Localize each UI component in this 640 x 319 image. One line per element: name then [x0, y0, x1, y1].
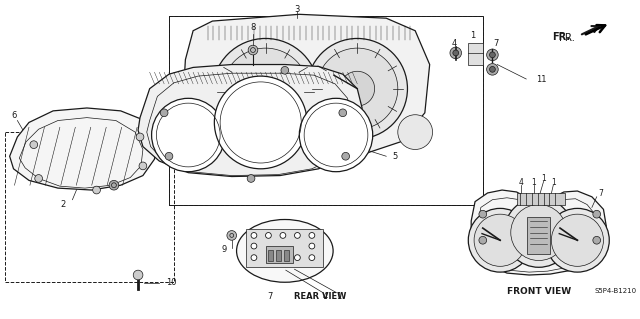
Text: 7: 7 [493, 39, 499, 48]
Circle shape [545, 208, 609, 272]
Circle shape [133, 270, 143, 280]
Text: 7: 7 [267, 292, 272, 301]
Circle shape [468, 208, 532, 272]
Circle shape [593, 236, 600, 244]
Circle shape [227, 231, 237, 240]
Circle shape [309, 243, 315, 249]
Polygon shape [184, 14, 429, 159]
Text: 1: 1 [532, 178, 536, 187]
Bar [468, 43, 483, 64]
Circle shape [294, 233, 300, 238]
Circle shape [479, 236, 486, 244]
Circle shape [251, 243, 257, 249]
Text: 6: 6 [12, 111, 17, 120]
Bar [169, 16, 483, 204]
Circle shape [504, 198, 573, 267]
Circle shape [109, 180, 119, 190]
Circle shape [212, 39, 319, 145]
Bar [169, 16, 483, 204]
Circle shape [248, 45, 258, 55]
Circle shape [160, 109, 168, 117]
Text: 11: 11 [536, 75, 547, 84]
Text: FR.: FR. [559, 33, 575, 43]
Bar [5, 132, 174, 282]
Circle shape [479, 210, 486, 218]
Text: S5P4-B1210: S5P4-B1210 [595, 288, 637, 294]
Bar [268, 250, 273, 262]
Circle shape [246, 72, 285, 111]
Text: 8: 8 [250, 23, 255, 32]
Circle shape [251, 255, 257, 261]
Bar [284, 250, 289, 262]
Circle shape [214, 76, 307, 169]
Text: FRONT VIEW: FRONT VIEW [507, 287, 571, 296]
Circle shape [222, 48, 309, 135]
Circle shape [453, 50, 459, 56]
Circle shape [266, 233, 271, 238]
Text: 1: 1 [470, 31, 476, 40]
Text: 5: 5 [392, 152, 397, 161]
Circle shape [474, 214, 526, 266]
Circle shape [551, 214, 604, 266]
Text: 4: 4 [323, 292, 328, 301]
Circle shape [152, 98, 225, 172]
Circle shape [486, 49, 498, 61]
Circle shape [339, 109, 347, 117]
Circle shape [30, 141, 38, 149]
Text: 1: 1 [541, 174, 546, 183]
Text: 4: 4 [519, 178, 524, 187]
Circle shape [165, 152, 173, 160]
Bar [276, 250, 281, 262]
Bar [266, 246, 292, 263]
Circle shape [450, 47, 461, 59]
Text: 9: 9 [221, 245, 227, 255]
Bar [246, 229, 323, 267]
Circle shape [136, 133, 144, 141]
Bar [516, 193, 565, 204]
Circle shape [398, 115, 433, 150]
Text: REAR VIEW: REAR VIEW [294, 292, 347, 301]
Circle shape [317, 48, 398, 129]
Circle shape [280, 233, 286, 238]
Circle shape [294, 255, 300, 261]
Text: 10: 10 [166, 278, 177, 287]
Circle shape [139, 162, 147, 170]
Polygon shape [138, 64, 362, 176]
Text: 3: 3 [294, 5, 300, 14]
Circle shape [490, 66, 495, 72]
Circle shape [340, 71, 374, 106]
Circle shape [309, 255, 315, 261]
Circle shape [593, 210, 600, 218]
Polygon shape [10, 108, 156, 190]
Bar [527, 217, 550, 254]
Circle shape [490, 52, 495, 58]
Circle shape [247, 174, 255, 182]
Circle shape [281, 66, 289, 74]
Circle shape [342, 152, 349, 160]
Circle shape [251, 233, 257, 238]
Text: 2: 2 [60, 200, 66, 209]
Circle shape [35, 174, 42, 182]
Circle shape [300, 98, 372, 172]
Ellipse shape [237, 219, 333, 282]
Text: FR.: FR. [552, 33, 570, 42]
Circle shape [309, 233, 315, 238]
Text: 7: 7 [598, 189, 604, 198]
Circle shape [486, 63, 498, 75]
Text: 4: 4 [451, 39, 456, 48]
Text: 1: 1 [551, 178, 556, 187]
Polygon shape [471, 190, 606, 275]
Circle shape [307, 39, 408, 139]
Circle shape [511, 204, 567, 261]
Text: 1: 1 [336, 292, 341, 301]
Bar [309, 145, 348, 159]
Circle shape [93, 186, 100, 194]
